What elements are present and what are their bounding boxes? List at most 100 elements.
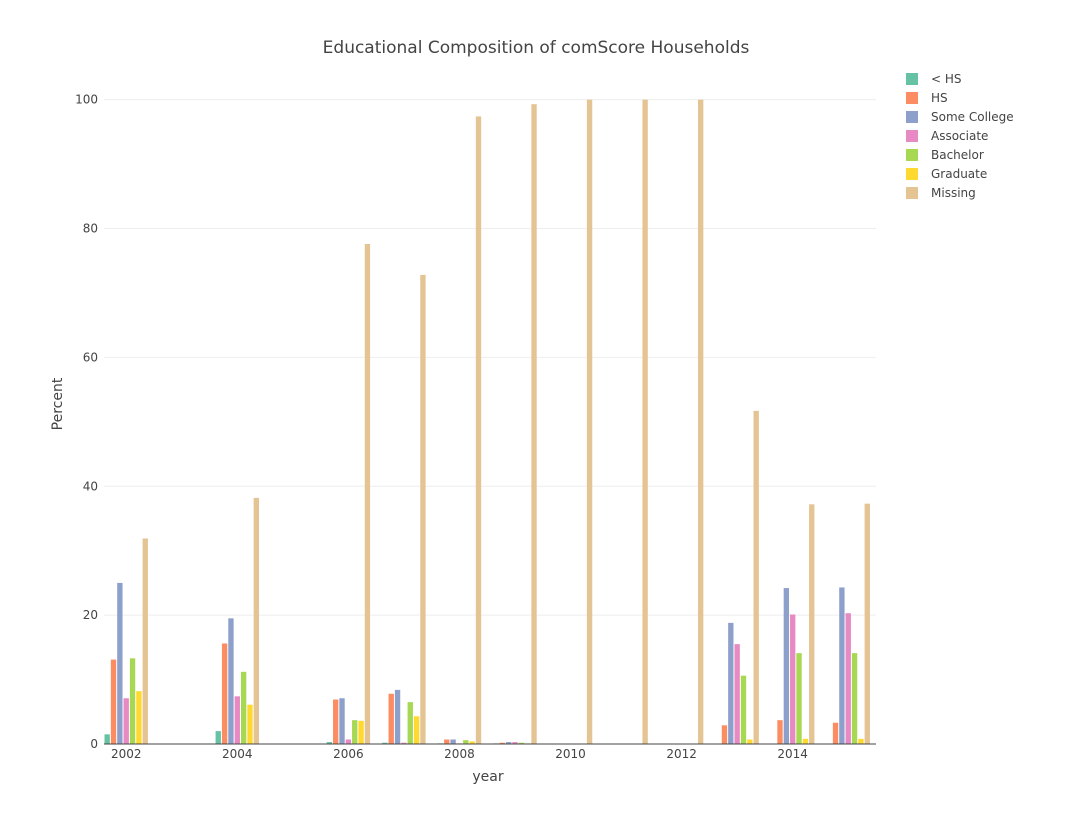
bar — [753, 410, 759, 744]
bar — [802, 738, 809, 744]
bar — [352, 720, 358, 744]
x-tick-label: 2008 — [444, 747, 475, 761]
bar — [333, 699, 339, 744]
legend-label: Some College — [931, 110, 1014, 124]
bar — [845, 613, 851, 744]
bar — [247, 704, 253, 744]
bar — [104, 734, 110, 744]
bar — [388, 693, 394, 744]
legend-item[interactable]: Missing — [906, 186, 976, 200]
y-axis-title: Percent — [50, 377, 66, 430]
bar — [326, 742, 333, 744]
y-tick-label: 40 — [83, 479, 98, 493]
bar — [358, 720, 364, 744]
bar — [740, 675, 747, 744]
bar — [345, 739, 352, 744]
bar — [221, 643, 228, 744]
bar — [469, 741, 475, 744]
legend-swatch — [906, 92, 918, 104]
bar — [512, 742, 518, 744]
bar — [864, 503, 870, 744]
bar — [851, 653, 858, 744]
legend-item[interactable]: Some College — [906, 110, 1014, 124]
bar — [450, 739, 456, 744]
bar — [832, 722, 839, 744]
bar — [444, 739, 450, 744]
bar — [747, 739, 753, 744]
bar — [531, 104, 537, 745]
x-tick-label: 2014 — [777, 747, 808, 761]
x-tick-label: 2010 — [555, 747, 586, 761]
bar — [734, 644, 740, 744]
bar — [382, 742, 388, 744]
x-tick-label: 2006 — [333, 747, 364, 761]
bars — [104, 99, 870, 745]
legend-label: HS — [931, 91, 948, 105]
x-tick-label: 2004 — [222, 747, 253, 761]
bar — [777, 720, 783, 744]
legend-swatch — [906, 187, 918, 199]
legend-label: Bachelor — [931, 148, 984, 162]
legend-item[interactable]: Associate — [906, 129, 988, 143]
bar — [110, 659, 117, 744]
x-tick-labels: 2002 2004 2006 2008 2010 2012 2014 — [111, 747, 808, 761]
x-tick-label: 2012 — [666, 747, 697, 761]
bar — [253, 497, 260, 744]
legend-item[interactable]: < HS — [906, 72, 962, 86]
bar — [339, 698, 345, 744]
bar — [142, 538, 148, 744]
legend-label: Associate — [931, 129, 988, 143]
y-tick-label: 0 — [90, 737, 98, 751]
y-tick-label: 20 — [83, 608, 98, 622]
bar — [394, 689, 401, 744]
legend-item[interactable]: Bachelor — [906, 148, 984, 162]
bar — [505, 742, 512, 744]
legend-label: < HS — [931, 72, 962, 86]
chart-title: Educational Composition of comScore Hous… — [323, 38, 750, 58]
legend-item[interactable]: Graduate — [906, 167, 987, 181]
bar — [413, 716, 420, 744]
bar — [790, 614, 796, 744]
bar — [518, 742, 525, 744]
y-tick-label: 60 — [83, 350, 98, 364]
bar — [364, 244, 371, 744]
bar — [129, 658, 136, 744]
legend-swatch — [906, 168, 918, 180]
y-tick-label: 80 — [83, 222, 98, 236]
bar — [401, 742, 407, 744]
bar — [123, 698, 129, 744]
bar — [420, 274, 426, 744]
bar — [809, 504, 815, 744]
legend-swatch — [906, 149, 918, 161]
x-axis-title: year — [472, 769, 503, 785]
y-tick-label: 100 — [75, 93, 98, 107]
x-tick-label: 2002 — [111, 747, 142, 761]
bar — [228, 618, 234, 744]
legend-item[interactable]: HS — [906, 91, 948, 105]
bar — [697, 99, 704, 745]
legend-label: Missing — [931, 186, 976, 200]
bar — [796, 653, 802, 744]
bar — [839, 587, 845, 744]
bar — [858, 738, 864, 744]
bar — [215, 731, 221, 744]
y-tick-labels: 0 20 40 60 80 100 — [75, 93, 98, 751]
bar — [407, 702, 413, 744]
bar — [117, 582, 123, 744]
legend-swatch — [906, 73, 918, 85]
bar — [463, 740, 469, 744]
legend[interactable]: < HS HS Some College Associate Bachelor Gradu… — [906, 72, 1014, 200]
bar — [240, 671, 247, 744]
bar — [136, 691, 142, 744]
gridlines — [104, 99, 876, 616]
bar — [475, 116, 482, 745]
bar — [783, 588, 790, 744]
bar — [728, 622, 734, 744]
bar — [234, 696, 240, 744]
legend-swatch — [906, 130, 918, 142]
bar — [586, 99, 593, 745]
bar — [642, 99, 648, 745]
legend-label: Graduate — [931, 167, 987, 181]
bar — [499, 742, 505, 744]
